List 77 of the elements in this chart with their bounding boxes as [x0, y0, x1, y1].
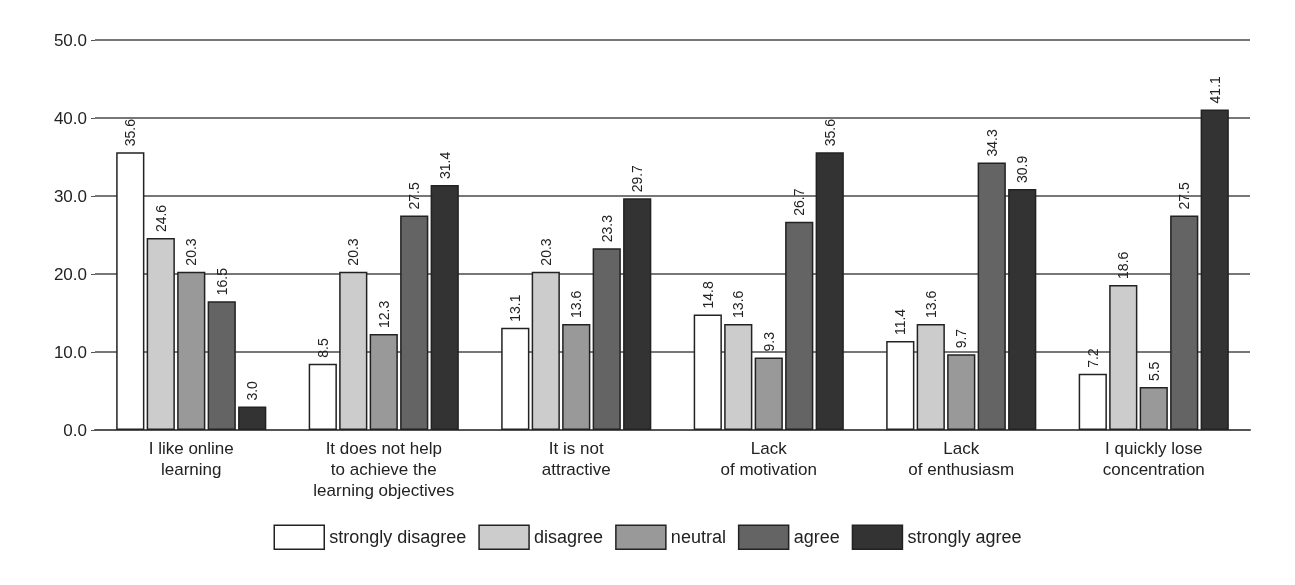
- bar: [1078, 373, 1107, 430]
- data-label: 20.3: [537, 238, 554, 266]
- data-label: 20.3: [345, 238, 362, 266]
- legend-label: strongly agree: [907, 527, 1022, 548]
- bar: [308, 363, 337, 430]
- bar: [754, 357, 783, 430]
- bar: [886, 341, 915, 430]
- data-label: 41.1: [1206, 75, 1223, 104]
- data-label: 14.8: [699, 281, 716, 309]
- data-label: 29.7: [629, 164, 646, 193]
- x-tick-label: Lack of motivation: [720, 439, 817, 479]
- data-label: 24.6: [152, 204, 169, 233]
- x-tick-label: It does not help to achieve the learning objectives: [313, 439, 455, 500]
- bar: [623, 198, 652, 430]
- bar: [1109, 284, 1138, 430]
- data-label: 18.6: [1115, 251, 1132, 279]
- y-tick-label: 40.0: [53, 108, 87, 128]
- y-tick-label: 50.0: [53, 30, 87, 50]
- bar: [724, 323, 753, 430]
- bar: [815, 152, 844, 430]
- data-label: 31.4: [436, 151, 453, 180]
- bar: [1170, 215, 1199, 430]
- bar: [1008, 188, 1037, 430]
- legend-label: agree: [793, 527, 840, 548]
- bar: [592, 248, 621, 430]
- data-label: 7.2: [1084, 348, 1101, 368]
- y-tick-label: 0.0: [63, 420, 87, 440]
- data-label: 23.3: [598, 214, 615, 243]
- x-tick-label: I quickly lose concentration: [1102, 439, 1205, 479]
- data-label: 35.6: [821, 118, 838, 147]
- data-label: 20.3: [183, 238, 200, 266]
- y-tick-label: 30.0: [53, 186, 87, 206]
- bar: [1200, 109, 1229, 430]
- bar: [146, 238, 175, 430]
- data-label: 27.5: [406, 182, 423, 210]
- bar: [947, 354, 976, 430]
- data-label: 11.4: [892, 308, 909, 336]
- bar: [339, 271, 368, 430]
- data-label: 16.5: [213, 267, 230, 296]
- bar: [238, 406, 267, 430]
- data-label: 34.3: [983, 129, 1000, 157]
- bar: [562, 323, 591, 430]
- x-tick-label: Lack of enthusiasm: [908, 439, 1015, 479]
- data-label: 3.0: [244, 380, 261, 401]
- data-label: 13.1: [507, 294, 524, 322]
- x-tick-label: I like online learning: [148, 439, 234, 479]
- bar: [430, 185, 459, 430]
- bar: [207, 301, 236, 430]
- data-label: 5.5: [1145, 361, 1162, 382]
- x-tick-label: It is not attractive: [541, 439, 611, 479]
- y-tick-label: 20.0: [53, 264, 87, 284]
- bar: [693, 314, 722, 430]
- bar: [400, 215, 429, 430]
- data-label: 27.5: [1176, 182, 1193, 210]
- bar: [916, 323, 945, 430]
- data-label: 13.6: [568, 290, 585, 318]
- data-label: 12.3: [375, 300, 392, 329]
- bar: [785, 221, 814, 430]
- bar: [369, 334, 398, 430]
- data-label: 26.7: [791, 188, 808, 216]
- data-label: 9.3: [760, 331, 777, 352]
- legend-label: strongly disagree: [329, 527, 467, 548]
- data-label: 35.6: [122, 118, 139, 147]
- bar: [977, 162, 1006, 430]
- data-label: 8.5: [314, 338, 331, 358]
- bar: [501, 327, 530, 430]
- bar: [531, 271, 560, 430]
- bar: [177, 271, 206, 430]
- data-label: 13.6: [922, 290, 939, 318]
- data-label: 13.6: [730, 290, 747, 318]
- y-tick-label: 10.0: [53, 342, 87, 362]
- legend-label: disagree: [534, 527, 604, 548]
- data-label: 30.9: [1014, 155, 1031, 183]
- bar: [1139, 387, 1168, 430]
- bar: [116, 152, 145, 430]
- legend-label: neutral: [670, 527, 726, 548]
- data-label: 9.7: [953, 328, 970, 349]
